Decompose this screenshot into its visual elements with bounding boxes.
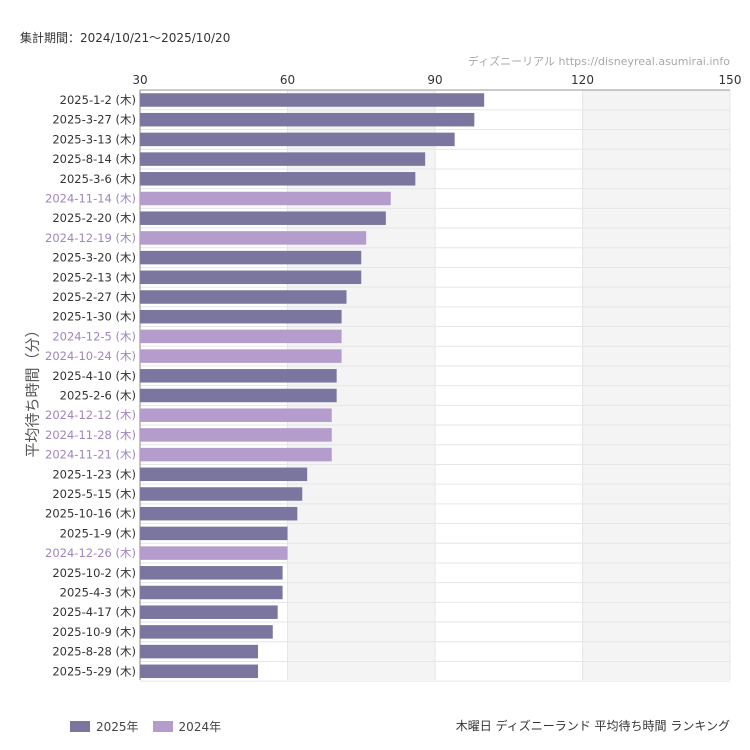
legend: 2025年 2024年 bbox=[70, 718, 221, 735]
category-label-29: 2025-8-28 (木) bbox=[52, 645, 136, 659]
bar-23 bbox=[140, 526, 288, 541]
category-label-15: 2025-4-10 (木) bbox=[52, 369, 136, 383]
bar-18 bbox=[140, 428, 332, 442]
category-label-25: 2025-10-2 (木) bbox=[52, 566, 136, 580]
legend-label-2025: 2025年 bbox=[96, 720, 139, 734]
legend-swatch-2024 bbox=[152, 721, 173, 732]
bar-30 bbox=[140, 664, 258, 679]
bar-26 bbox=[140, 585, 283, 600]
bar-11 bbox=[140, 290, 347, 304]
category-label-6: 2024-11-14 (木) bbox=[45, 192, 136, 206]
category-label-22: 2025-10-16 (木) bbox=[45, 507, 136, 521]
bar-15 bbox=[140, 369, 337, 383]
watermark: ディズニーリアル https://disneyreal.asumirai.inf… bbox=[467, 55, 730, 68]
bar-28 bbox=[140, 625, 273, 639]
bar-17 bbox=[140, 408, 332, 422]
bar-20 bbox=[140, 467, 308, 482]
category-label-20: 2025-1-23 (木) bbox=[52, 467, 136, 481]
bar-4 bbox=[140, 152, 426, 166]
bar-8 bbox=[140, 231, 367, 245]
x-tick-label: 60 bbox=[280, 73, 295, 87]
bar-14 bbox=[140, 349, 342, 363]
category-label-26: 2025-4-3 (木) bbox=[60, 586, 136, 600]
category-label-27: 2025-4-17 (木) bbox=[52, 605, 136, 619]
bar-25 bbox=[140, 566, 283, 580]
category-label-28: 2025-10-9 (木) bbox=[52, 625, 136, 639]
legend-item-2024: 2024年 bbox=[152, 718, 222, 735]
category-label-4: 2025-8-14 (木) bbox=[52, 152, 136, 166]
bar-22 bbox=[140, 506, 298, 521]
category-label-1: 2025-1-2 (木) bbox=[60, 93, 136, 107]
category-label-3: 2025-3-13 (木) bbox=[52, 132, 136, 146]
category-label-2: 2025-3-27 (木) bbox=[52, 113, 136, 127]
category-label-8: 2024-12-19 (木) bbox=[45, 231, 136, 245]
bar-21 bbox=[140, 487, 303, 501]
bar-12 bbox=[140, 309, 342, 324]
category-label-13: 2024-12-5 (木) bbox=[52, 329, 136, 343]
bar-6 bbox=[140, 191, 391, 206]
ranking-bar-chart: 30 60 90 120 150 2025-1-2 (木) 2025-3-27 (木) 202… bbox=[45, 73, 742, 682]
category-label-18: 2024-11-28 (木) bbox=[45, 428, 136, 442]
category-label-21: 2025-5-15 (木) bbox=[52, 487, 136, 501]
category-label-10: 2025-2-13 (木) bbox=[52, 270, 136, 284]
period-label: 集計期間：2024/10/21〜2025/10/20 bbox=[20, 31, 231, 45]
plot-band bbox=[582, 90, 730, 680]
category-label-12: 2025-1-30 (木) bbox=[52, 310, 136, 324]
category-label-30: 2025-5-29 (木) bbox=[52, 664, 136, 678]
bar-7 bbox=[140, 211, 386, 225]
bar-16 bbox=[140, 388, 337, 403]
bar-1 bbox=[140, 93, 485, 107]
bar-27 bbox=[140, 605, 278, 619]
bar-2 bbox=[140, 112, 475, 127]
bar-19 bbox=[140, 447, 332, 462]
category-label-19: 2024-11-21 (木) bbox=[45, 448, 136, 462]
bar-13 bbox=[140, 329, 342, 344]
bar-5 bbox=[140, 172, 416, 186]
x-tick-label: 120 bbox=[571, 73, 594, 87]
bar-9 bbox=[140, 250, 362, 265]
bar-3 bbox=[140, 132, 455, 147]
chart-caption: 木曜日 ディズニーランド 平均待ち時間 ランキング bbox=[455, 719, 730, 733]
category-label-5: 2025-3-6 (木) bbox=[60, 172, 136, 186]
category-label-9: 2025-3-20 (木) bbox=[52, 251, 136, 265]
bar-10 bbox=[140, 270, 362, 285]
category-label-11: 2025-2-27 (木) bbox=[52, 290, 136, 304]
bar-29 bbox=[140, 644, 258, 659]
legend-swatch-2025 bbox=[70, 721, 90, 732]
category-label-7: 2025-2-20 (木) bbox=[52, 211, 136, 225]
category-label-17: 2024-12-12 (木) bbox=[45, 408, 136, 422]
bar-24 bbox=[140, 546, 288, 560]
category-label-23: 2025-1-9 (木) bbox=[60, 526, 136, 540]
category-label-16: 2025-2-6 (木) bbox=[60, 389, 136, 403]
legend-label-2024: 2024年 bbox=[178, 720, 222, 734]
x-tick-label: 150 bbox=[719, 73, 742, 87]
category-label-24: 2024-12-26 (木) bbox=[45, 546, 136, 560]
x-tick-label: 30 bbox=[132, 73, 147, 87]
x-tick-label: 90 bbox=[427, 73, 442, 87]
category-label-14: 2024-10-24 (木) bbox=[45, 349, 136, 363]
legend-item-2025: 2025年 bbox=[70, 718, 139, 735]
